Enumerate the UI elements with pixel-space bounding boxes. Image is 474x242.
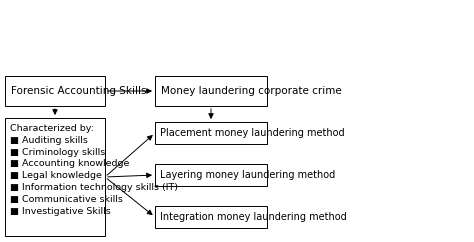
Text: Integration money laundering method: Integration money laundering method xyxy=(160,212,347,222)
Bar xyxy=(155,206,267,228)
Text: Layering money laundering method: Layering money laundering method xyxy=(160,170,335,180)
Bar xyxy=(155,122,267,144)
Text: Forensic Accounting Skills: Forensic Accounting Skills xyxy=(11,86,146,96)
Text: Placement money laundering method: Placement money laundering method xyxy=(160,128,345,138)
Bar xyxy=(5,76,105,106)
Text: Money laundering corporate crime: Money laundering corporate crime xyxy=(161,86,342,96)
Text: Characterized by:
■ Auditing skills
■ Criminology skills
■ Accounting knowledge
: Characterized by: ■ Auditing skills ■ Cr… xyxy=(10,124,178,216)
Bar xyxy=(155,164,267,186)
Bar xyxy=(5,118,105,236)
Bar xyxy=(155,76,267,106)
